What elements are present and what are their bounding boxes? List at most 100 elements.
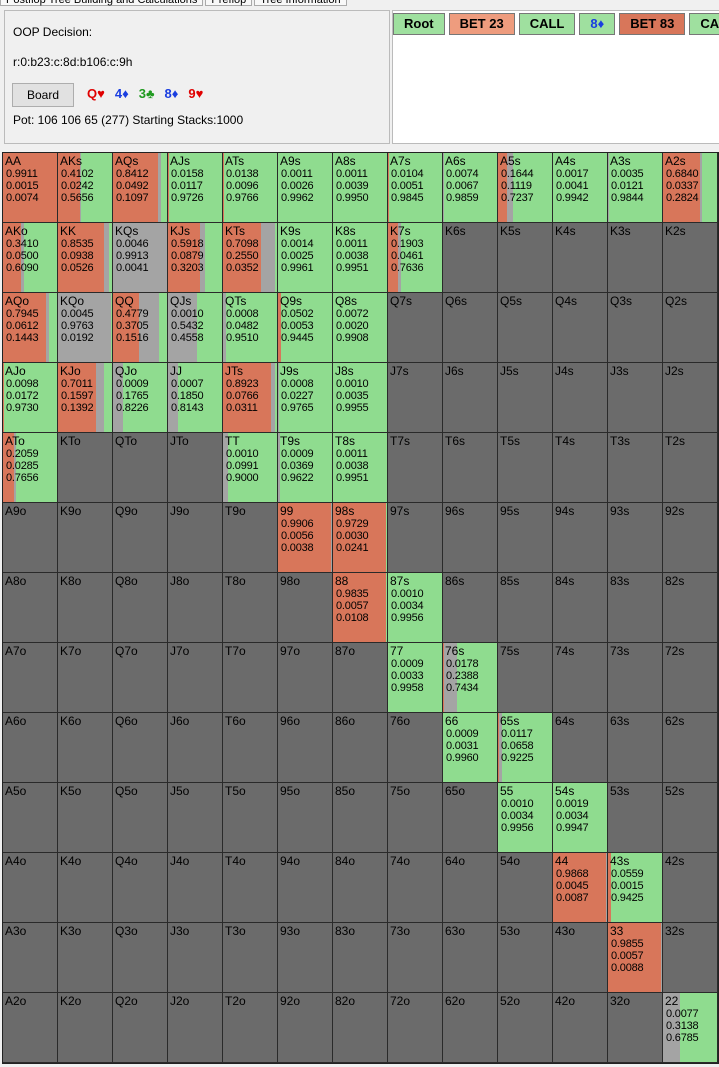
hand-cell[interactable]: J9s 0.0008 0.0227 0.9765 [278,363,333,433]
hand-cell[interactable]: A3s 0.0035 0.0121 0.9844 [608,153,663,223]
hand-cell[interactable]: 85s [498,573,553,643]
hand-cell[interactable]: Q4s [553,293,608,363]
hand-cell[interactable]: K7o [58,643,113,713]
hand-cell[interactable]: T5o [223,783,278,853]
hand-cell[interactable]: K9s 0.0014 0.0025 0.9961 [278,223,333,293]
hand-cell[interactable]: 73o [388,923,443,993]
hand-cell[interactable]: Q9o [113,503,168,573]
hand-cell[interactable]: 43s 0.0559 0.0015 0.9425 [608,853,663,923]
hand-cell[interactable]: K4o [58,853,113,923]
hand-cell[interactable]: A2s 0.6840 0.0337 0.2824 [663,153,718,223]
hand-cell[interactable]: T9o [223,503,278,573]
hand-cell[interactable]: J3s [608,363,663,433]
hand-cell[interactable]: T4s [553,433,608,503]
hand-cell[interactable]: AKo 0.3410 0.0500 0.6090 [3,223,58,293]
hand-cell[interactable]: 64s [553,713,608,783]
hand-cell[interactable]: 83s [608,573,663,643]
hand-cell[interactable]: J7s [388,363,443,433]
hand-cell[interactable]: AJo 0.0098 0.0172 0.9730 [3,363,58,433]
hand-cell[interactable]: 97s [388,503,443,573]
hand-cell[interactable]: J4o [168,853,223,923]
hand-cell[interactable]: K6o [58,713,113,783]
hand-cell[interactable]: TT 0.0010 0.0991 0.9000 [223,433,278,503]
hand-cell[interactable]: 97o [278,643,333,713]
hand-cell[interactable]: 95s [498,503,553,573]
hand-cell[interactable]: Q3o [113,923,168,993]
hand-cell[interactable]: KTs 0.7098 0.2550 0.0352 [223,223,278,293]
hand-cell[interactable]: 33 0.9855 0.0057 0.0088 [608,923,663,993]
hand-cell[interactable]: T2o [223,993,278,1063]
hand-cell[interactable]: 83o [333,923,388,993]
hand-cell[interactable]: A5o [3,783,58,853]
hand-cell[interactable]: 92s [663,503,718,573]
hand-cell[interactable]: J8s 0.0010 0.0035 0.9955 [333,363,388,433]
hand-cell[interactable]: QJo 0.0009 0.1765 0.8226 [113,363,168,433]
hand-cell[interactable]: J7o [168,643,223,713]
breadcrumb[interactable]: 8♦ [579,13,616,35]
hand-cell[interactable]: 84s [553,573,608,643]
breadcrumb[interactable]: CALL [689,13,719,35]
hand-cell[interactable]: K2s [663,223,718,293]
hand-cell[interactable]: K6s [443,223,498,293]
hand-cell[interactable]: 75o [388,783,443,853]
hand-cell[interactable]: 74o [388,853,443,923]
hand-cell[interactable]: A9o [3,503,58,573]
hand-cell[interactable]: 53s [608,783,663,853]
hand-cell[interactable]: Q5o [113,783,168,853]
breadcrumb[interactable]: Root [393,13,445,35]
hand-cell[interactable]: J6s [443,363,498,433]
hand-cell[interactable]: 93o [278,923,333,993]
hand-cell[interactable]: T8o [223,573,278,643]
hand-cell[interactable]: KK 0.8535 0.0938 0.0526 [58,223,113,293]
hand-cell[interactable]: T5s [498,433,553,503]
hand-cell[interactable]: JTo [168,433,223,503]
hand-cell[interactable]: A7o [3,643,58,713]
hand-cell[interactable]: QTo [113,433,168,503]
hand-cell[interactable]: 63o [443,923,498,993]
board-button[interactable]: Board [12,83,74,107]
hand-cell[interactable]: 42s [663,853,718,923]
hand-cell[interactable]: QJs 0.0010 0.5432 0.4558 [168,293,223,363]
hand-cell[interactable]: 66 0.0009 0.0031 0.9960 [443,713,498,783]
hand-cell[interactable]: 43o [553,923,608,993]
hand-cell[interactable]: T6s [443,433,498,503]
hand-cell[interactable]: 95o [278,783,333,853]
hand-cell[interactable]: 42o [553,993,608,1063]
hand-cell[interactable]: 98o [278,573,333,643]
hand-cell[interactable]: 82s [663,573,718,643]
hand-cell[interactable]: 85o [333,783,388,853]
hand-cell[interactable]: J5s [498,363,553,433]
hand-cell[interactable]: Q3s [608,293,663,363]
hand-cell[interactable]: AA 0.9911 0.0015 0.0074 [3,153,58,223]
hand-cell[interactable]: T4o [223,853,278,923]
hand-cell[interactable]: 52s [663,783,718,853]
hand-cell[interactable]: 64o [443,853,498,923]
hand-cell[interactable]: A7s 0.0104 0.0051 0.9845 [388,153,443,223]
hand-cell[interactable]: Q4o [113,853,168,923]
hand-cell[interactable]: A4o [3,853,58,923]
hand-cell[interactable]: AJs 0.0158 0.0117 0.9726 [168,153,223,223]
hand-cell[interactable]: KTo [58,433,113,503]
hand-cell[interactable]: A6s 0.0074 0.0067 0.9859 [443,153,498,223]
hand-cell[interactable]: 72o [388,993,443,1063]
hand-cell[interactable]: ATo 0.2059 0.0285 0.7656 [3,433,58,503]
hand-cell[interactable]: 72s [663,643,718,713]
hand-cell[interactable]: Q2s [663,293,718,363]
hand-cell[interactable]: JJ 0.0007 0.1850 0.8143 [168,363,223,433]
hand-cell[interactable]: 94o [278,853,333,923]
tab[interactable]: Preflop [205,0,253,6]
hand-cell[interactable]: K5s [498,223,553,293]
hand-cell[interactable]: 73s [608,643,663,713]
hand-cell[interactable]: QTs 0.0008 0.0482 0.9510 [223,293,278,363]
hand-cell[interactable]: T3s [608,433,663,503]
hand-cell[interactable]: J8o [168,573,223,643]
hand-cell[interactable]: K5o [58,783,113,853]
hand-cell[interactable]: AKs 0.4102 0.0242 0.5656 [58,153,113,223]
hand-cell[interactable]: Q6s [443,293,498,363]
hand-cell[interactable]: 22 0.0077 0.3138 0.6785 [663,993,718,1063]
hand-cell[interactable]: AQo 0.7945 0.0612 0.1443 [3,293,58,363]
hand-cell[interactable]: J2s [663,363,718,433]
hand-cell[interactable]: 62s [663,713,718,783]
hand-cell[interactable]: 55 0.0010 0.0034 0.9956 [498,783,553,853]
hand-cell[interactable]: A3o [3,923,58,993]
